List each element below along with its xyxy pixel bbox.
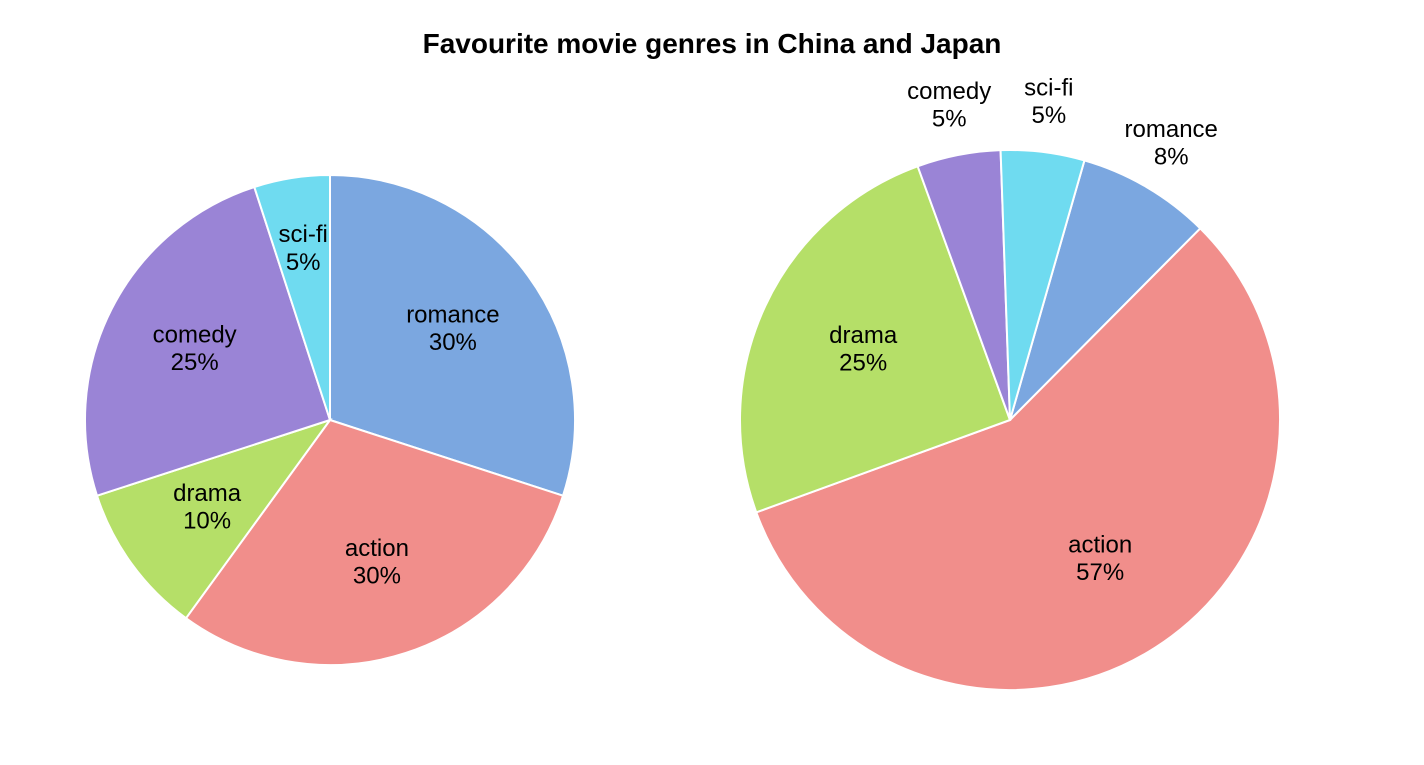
slice-label-name-comedy: comedy (153, 322, 237, 349)
slice-label-value-sci-fi: 5% (286, 249, 321, 276)
slice-label-name-action: action (345, 535, 409, 562)
slice-label-name-action: action (1068, 532, 1132, 559)
slice-label-value-comedy: 25% (171, 349, 219, 376)
slice-label-name-drama: drama (173, 480, 242, 507)
slice-label-value-action: 30% (353, 563, 401, 590)
slice-label-action: action57% (1068, 532, 1132, 587)
slice-label-value-sci-fi: 5% (1031, 102, 1066, 129)
slice-label-sci-fi: sci-fi5% (1024, 74, 1073, 129)
slice-label-name-sci-fi: sci-fi (1024, 74, 1073, 101)
slice-label-value-romance: 8% (1154, 143, 1189, 170)
slice-label-name-romance: romance (1125, 116, 1218, 143)
chart-title: Favourite movie genres in China and Japa… (0, 28, 1424, 60)
slice-label-name-drama: drama (829, 322, 898, 349)
slice-label-name-sci-fi: sci-fi (279, 221, 328, 248)
slice-label-romance: romance8% (1125, 116, 1218, 171)
slice-label-value-action: 57% (1076, 559, 1124, 586)
slice-label-value-drama: 10% (183, 507, 231, 534)
slice-label-name-comedy: comedy (907, 78, 991, 105)
slice-label-name-romance: romance (406, 301, 499, 328)
slice-label-value-comedy: 5% (932, 105, 967, 132)
slice-label-value-romance: 30% (429, 329, 477, 356)
slice-label-value-drama: 25% (839, 350, 887, 377)
slice-label-action: action30% (345, 535, 409, 590)
right-pie: romance8%action57%drama25%comedy5%sci-fi… (740, 74, 1280, 690)
slice-label-comedy: comedy5% (907, 78, 991, 133)
left-pie: romance30%action30%drama10%comedy25%sci-… (85, 175, 575, 665)
pie-charts-canvas: romance30%action30%drama10%comedy25%sci-… (0, 0, 1424, 760)
slice-label-sci-fi: sci-fi5% (279, 221, 328, 276)
